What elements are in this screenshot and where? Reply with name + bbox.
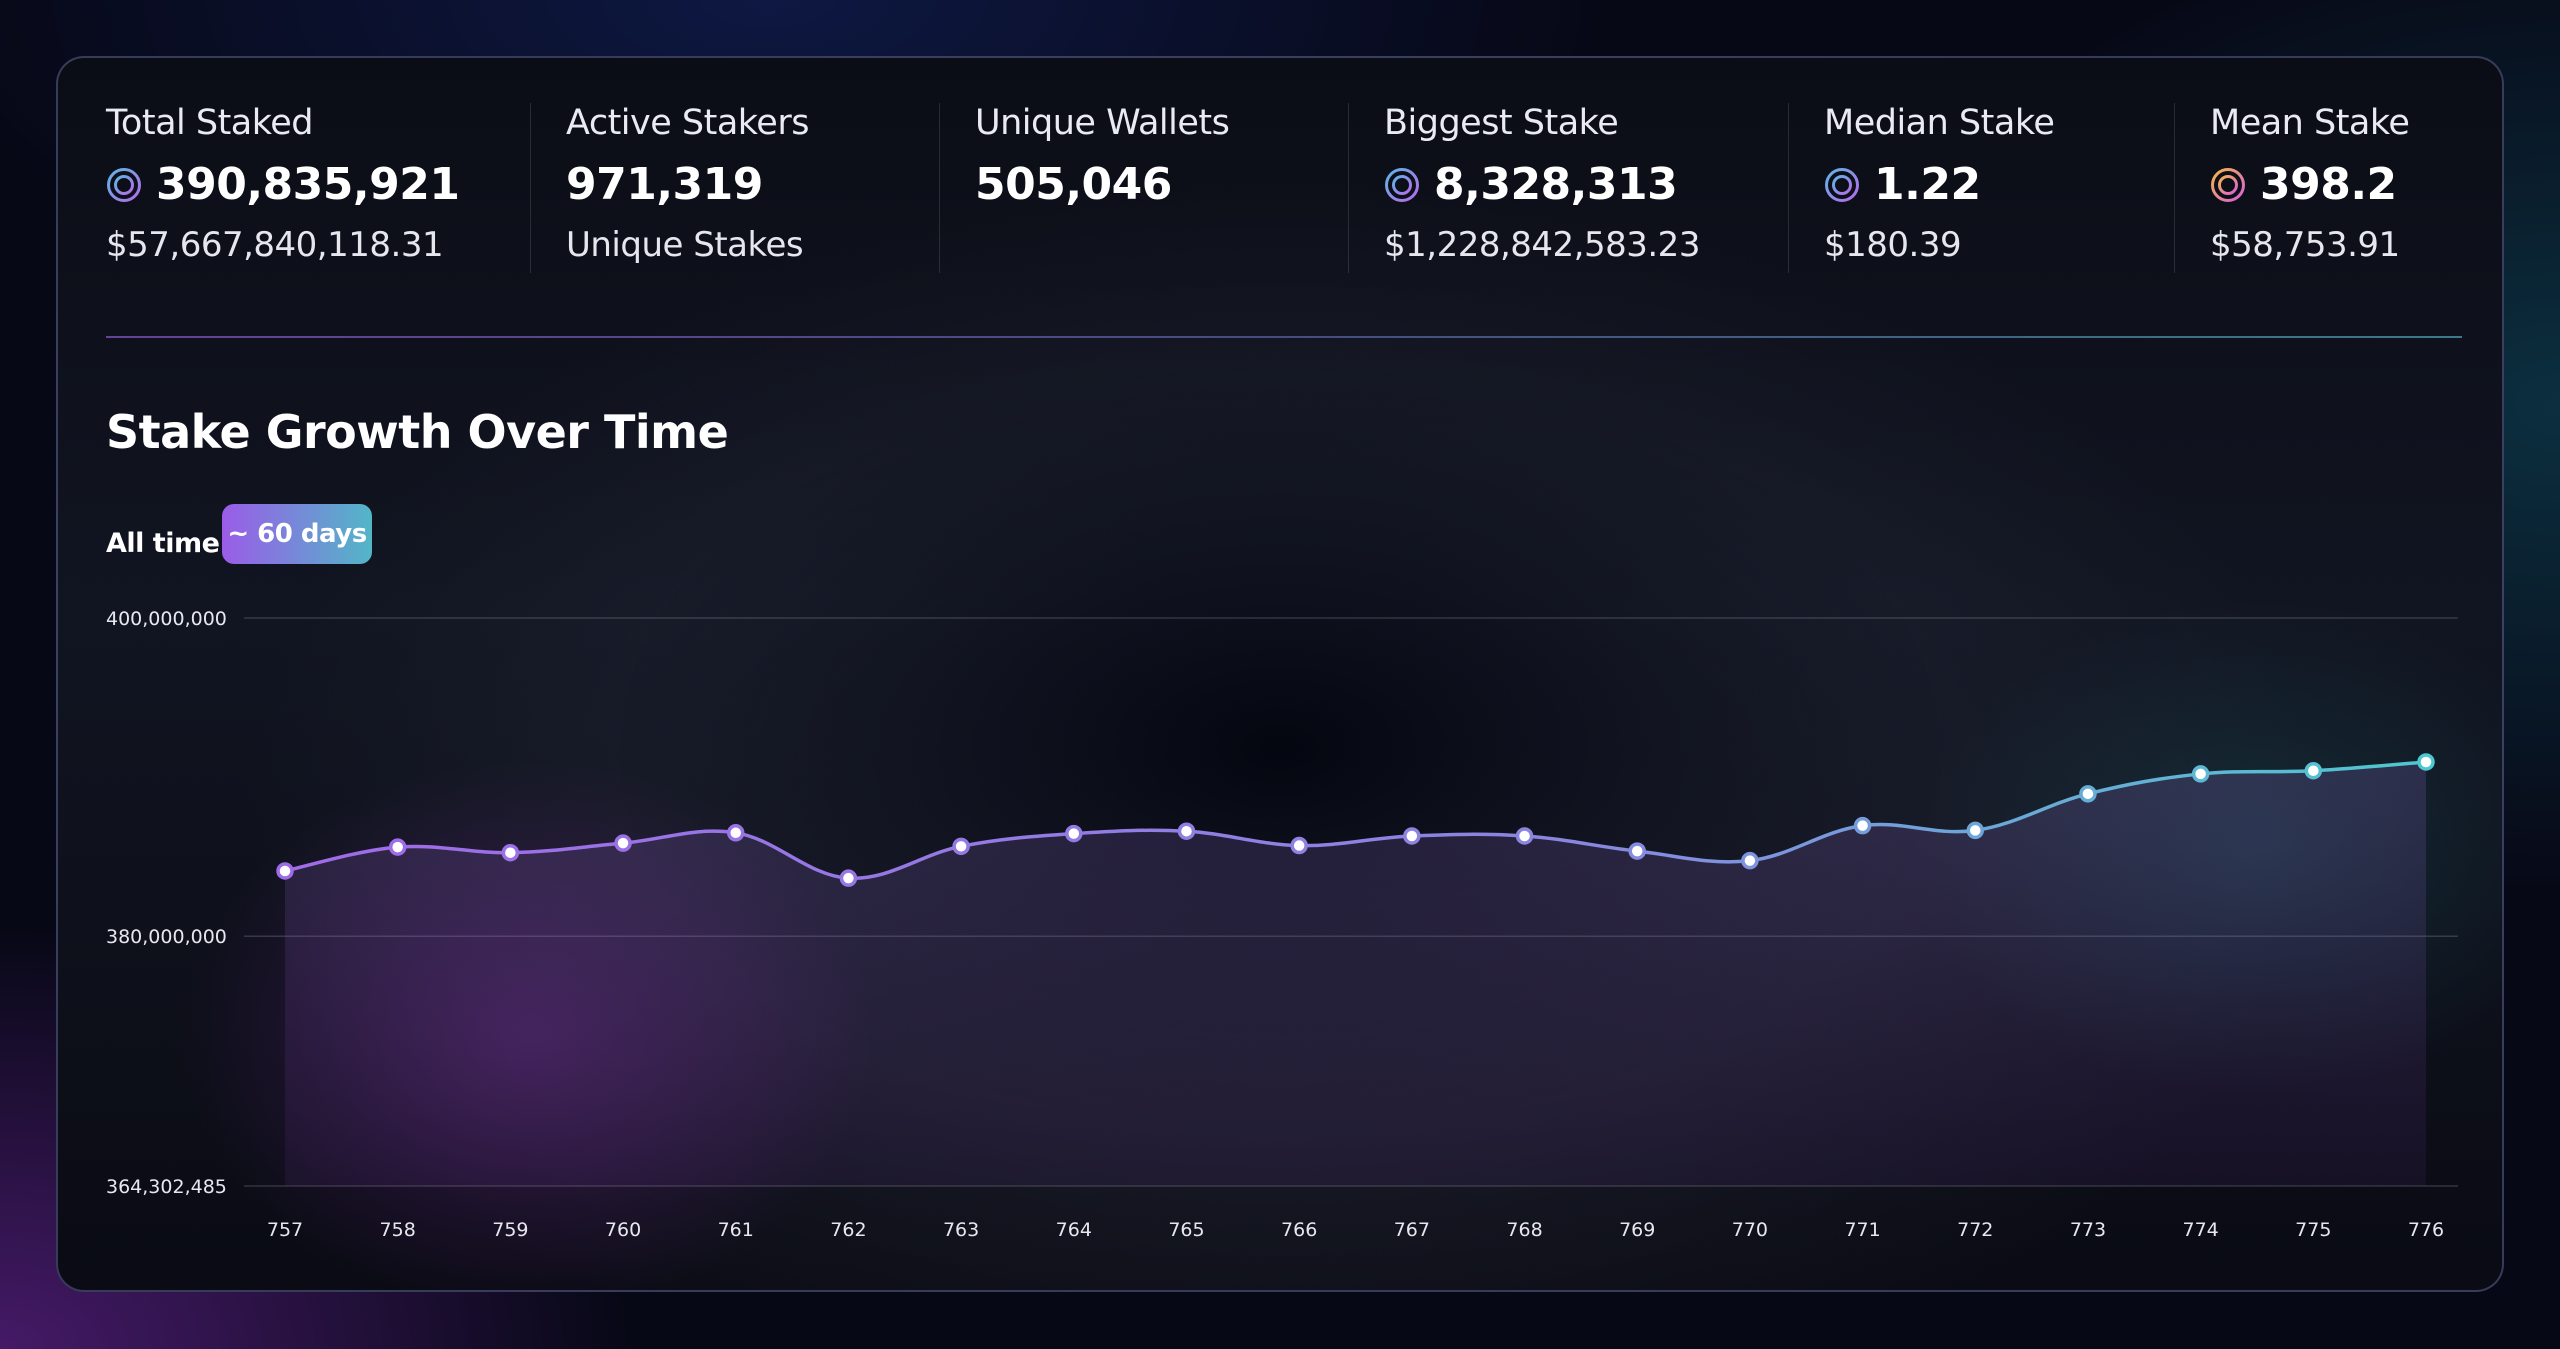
x-tick-label: 758	[380, 1219, 416, 1241]
section-divider	[106, 336, 2462, 338]
chart-title: Stake Growth Over Time	[106, 405, 729, 459]
x-tick-label: 766	[1281, 1219, 1317, 1241]
series-line	[283, 760, 2428, 880]
x-tick-label: 769	[1619, 1219, 1655, 1241]
chart-points	[276, 753, 2435, 887]
y-tick-label: 400,000,000	[106, 608, 227, 630]
x-tick-label: 765	[1168, 1219, 1204, 1241]
stat-usd-value: $1,228,842,583.23	[1384, 225, 1700, 265]
stat-mean-stake: Mean Stake 398.2 $58,753.91	[2210, 103, 2410, 273]
data-point	[614, 834, 632, 852]
stat-median-stake: Median Stake 1.22 $180.39	[1824, 103, 2055, 273]
x-axis-labels: 757 758 759 760 761 762 763 764 765 766 767 768 769 7…	[267, 1219, 2444, 1241]
stat-value: 8,328,313	[1384, 161, 1700, 209]
x-tick-label: 767	[1394, 1219, 1430, 1241]
data-point	[2079, 785, 2097, 803]
token-coin-icon	[1825, 168, 1859, 202]
data-point	[726, 824, 745, 842]
x-tick-label: 776	[2408, 1219, 2444, 1241]
data-point	[1628, 842, 1646, 860]
stat-subtitle: Unique Stakes	[566, 225, 804, 265]
staking-dashboard-card: Total Staked 390,835,921 $57,667,840,118…	[56, 56, 2504, 1292]
data-point	[1966, 821, 1985, 840]
x-tick-label: 771	[1844, 1219, 1880, 1241]
stat-usd-value: $57,667,840,118.31	[106, 225, 444, 265]
stat-label: Median Stake	[1824, 103, 2055, 143]
data-point	[388, 838, 407, 856]
range-all-time-button[interactable]: All time	[106, 514, 220, 574]
stat-value-text: 8,328,313	[1434, 159, 1678, 210]
data-point	[839, 869, 858, 887]
data-point	[1177, 822, 1196, 840]
chart-line	[283, 760, 2428, 880]
stat-value-text: 971,319	[566, 159, 763, 210]
data-point	[1515, 827, 1534, 845]
x-tick-label: 757	[267, 1219, 303, 1241]
stat-value: 971,319	[566, 161, 809, 209]
data-point	[1403, 827, 1421, 845]
stat-divider	[1348, 103, 1349, 273]
data-point	[1741, 851, 1759, 870]
stats-row: Total Staked 390,835,921 $57,667,840,118…	[106, 103, 2462, 273]
chart-area-fill	[285, 761, 2426, 1186]
token-coin-icon	[107, 168, 141, 202]
y-tick-label: 364,302,485	[106, 1176, 227, 1198]
x-tick-label: 773	[2070, 1219, 2106, 1241]
stat-label: Mean Stake	[2210, 103, 2410, 143]
stat-label: Active Stakers	[566, 103, 809, 143]
y-axis-labels: 400,000,000 380,000,000 364,302,485	[106, 608, 227, 1198]
stat-divider	[1788, 103, 1789, 273]
x-tick-label: 764	[1056, 1219, 1092, 1241]
stake-growth-chart: 757 758 759 760 761 762 763 764 765 766 767 768 769 7…	[106, 608, 2458, 1241]
data-point	[2417, 753, 2435, 771]
data-point	[2191, 765, 2210, 783]
stat-value: 1.22	[1824, 161, 2054, 209]
data-point	[501, 843, 520, 862]
stat-label: Unique Wallets	[975, 103, 1230, 143]
data-point	[1290, 836, 1308, 855]
x-tick-label: 759	[492, 1219, 528, 1241]
stat-divider	[2174, 103, 2175, 273]
stat-unique-wallets: Unique Wallets 505,046	[975, 103, 1230, 273]
y-tick-label: 380,000,000	[106, 926, 227, 948]
x-tick-label: 761	[718, 1219, 754, 1241]
x-tick-label: 760	[605, 1219, 641, 1241]
stat-value: 390,835,921	[106, 159, 460, 210]
token-coin-gold-icon	[2211, 168, 2245, 202]
x-tick-label: 762	[830, 1219, 866, 1241]
stat-label: Biggest Stake	[1384, 103, 1619, 143]
stat-divider	[530, 103, 531, 273]
data-point	[1853, 816, 1872, 835]
x-tick-label: 768	[1506, 1219, 1542, 1241]
x-tick-label: 772	[1957, 1219, 1993, 1241]
stat-value-text: 1.22	[1874, 159, 1981, 210]
chart-area	[285, 761, 2426, 1186]
range-60-days-button[interactable]: ~ 60 days	[222, 504, 372, 564]
x-tick-label: 770	[1732, 1219, 1768, 1241]
stat-active-stakers: Active Stakers 971,319 Unique Stakes	[566, 103, 809, 273]
x-tick-label: 775	[2295, 1219, 2331, 1241]
stat-value: 505,046	[975, 161, 1229, 209]
token-coin-icon	[1385, 168, 1419, 202]
stat-usd-value: $180.39	[1824, 225, 1962, 265]
stat-value-text: 398.2	[2260, 159, 2397, 210]
stat-value-text: 390,835,921	[156, 159, 460, 210]
stat-total-staked: Total Staked 390,835,921 $57,667,840,118…	[106, 103, 460, 273]
x-tick-label: 774	[2182, 1219, 2218, 1241]
data-point	[1065, 824, 1083, 843]
stat-biggest-stake: Biggest Stake 8,328,313 $1,228,842,583.2…	[1384, 103, 1700, 273]
stat-value-text: 505,046	[975, 159, 1172, 210]
stat-usd-value: $58,753.91	[2210, 225, 2400, 265]
data-point	[952, 837, 970, 856]
stat-label: Total Staked	[106, 103, 314, 143]
data-point	[2304, 762, 2323, 780]
data-point	[276, 862, 294, 880]
stat-value: 398.2	[2210, 161, 2409, 209]
stat-divider	[939, 103, 940, 273]
x-tick-label: 763	[943, 1219, 979, 1241]
